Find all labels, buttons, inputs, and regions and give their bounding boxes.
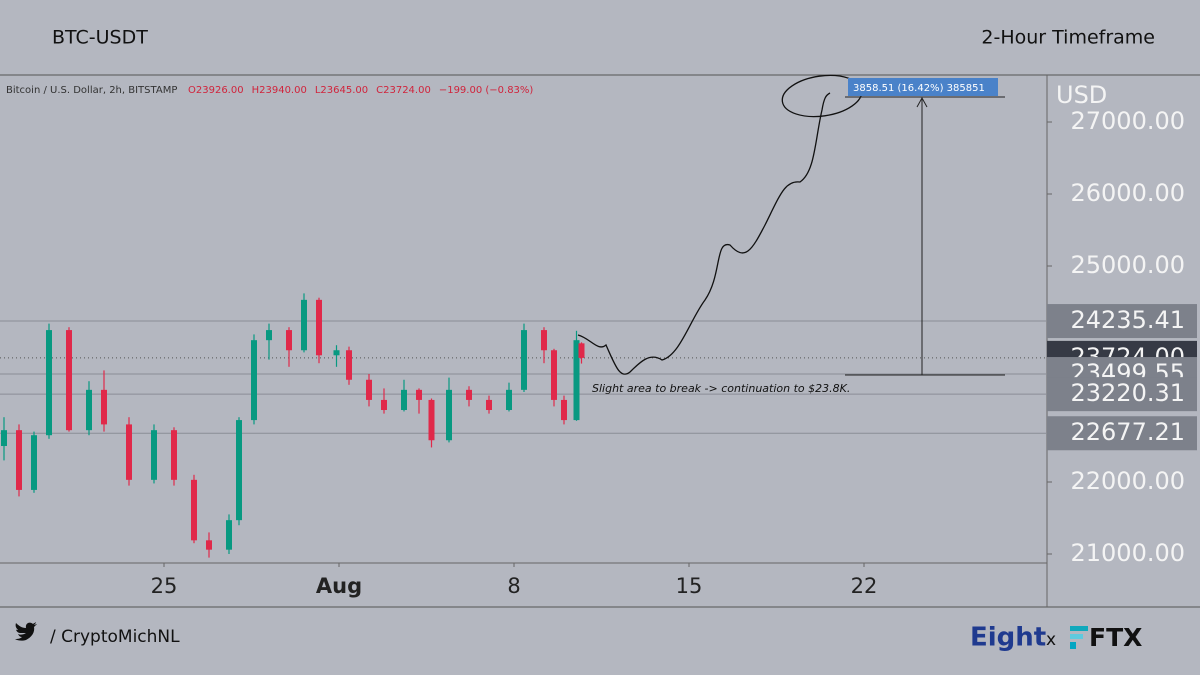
candle-body [346,350,352,380]
price-level-box [1047,304,1197,339]
candle-body [16,430,22,490]
candle-body [561,399,567,421]
candle-body [1,430,7,447]
candle-body [401,389,407,411]
y-tick-label: 21000.00 [1070,539,1185,567]
candle-body [333,350,340,356]
candle-body [151,430,157,480]
candle-body [381,399,387,411]
y-axis: 21000.00 22000.00 25000.00 26000.00 27000.00… [1047,107,1197,567]
chart-subtitle: 2-Hour Timeframe [981,27,1155,49]
x-tick-label: 8 [507,574,520,598]
x-tick-label: 22 [851,574,878,598]
price-level-box [1047,377,1197,412]
y-axis-label: USD [1056,81,1107,109]
ohlc-label: −199.00 (−0.83%) [439,85,534,96]
measure-box [848,78,998,96]
candle-body [446,389,452,441]
candle-body [226,520,232,550]
candle-body [416,389,422,400]
candle-body [301,299,307,351]
x-tick-label: 25 [151,574,178,598]
candle-body [66,330,72,431]
candle-body [86,389,92,431]
candle-body [541,330,547,351]
ohlc-label: C23724.00 [376,85,431,96]
partner: FTX [1089,623,1142,652]
candles [1,293,585,558]
twitter-icon [15,622,37,641]
footer-handle: / CryptoMichNL [50,627,180,647]
candle-body [286,330,292,351]
candle-body [428,399,435,441]
ohlc-label: L23645.00 [315,85,368,96]
ohlc-label: O23926.00 [188,85,244,96]
x-tick-label: Aug [316,574,362,598]
measure-arrowhead [916,96,928,108]
price-level-label: 22677.21 [1070,418,1185,446]
candle-body [366,379,372,400]
candle-body [251,340,257,421]
ohlc-label: H23940.00 [252,85,307,96]
candle-body [316,299,322,356]
candle-body [466,389,472,400]
ftx-logo-bar [1070,642,1076,649]
y-tick-label: 27000.00 [1070,107,1185,135]
projection-path [577,92,831,375]
candle-body [101,389,107,425]
candle-body [506,389,512,411]
candle-body [236,420,242,521]
symbol: Bitcoin / U.S. Dollar, 2h, BITSTAMP [6,85,177,96]
brand: Eight [970,623,1046,653]
y-tick-label: 25000.00 [1070,251,1185,279]
measure-label: 3858.51 (16.42%) 385851 [853,83,985,94]
x-axis: 25 Aug 8 15 22 [151,563,878,598]
x-tick-label: 15 [676,574,703,598]
candle-body [551,350,557,400]
candle-body [266,330,272,341]
ftx-logo-bar [1070,626,1088,631]
annotation: Slight area to break -> continuation to … [592,382,850,395]
legend: Bitcoin / U.S. Dollar, 2h, BITSTAMP O239… [6,85,533,96]
candle-body [31,435,37,490]
brand-separator: x [1046,630,1056,650]
candle-body [191,479,197,541]
candle-body [126,424,132,480]
candle-body [578,343,585,358]
candle-body [46,330,52,436]
chart-title: BTC-USDT [52,27,148,49]
candle-body [171,430,177,480]
candle-body [206,540,212,550]
price-level-box [1047,416,1197,451]
price-level-label: 24235.41 [1070,306,1185,334]
y-tick-label: 26000.00 [1070,179,1185,207]
price-level-label: 23220.31 [1070,379,1185,407]
y-tick-label: 22000.00 [1070,467,1185,495]
candle-body [521,330,527,390]
ftx-logo-bar [1070,634,1083,639]
candle-body [486,399,492,411]
candle-body [573,340,580,421]
